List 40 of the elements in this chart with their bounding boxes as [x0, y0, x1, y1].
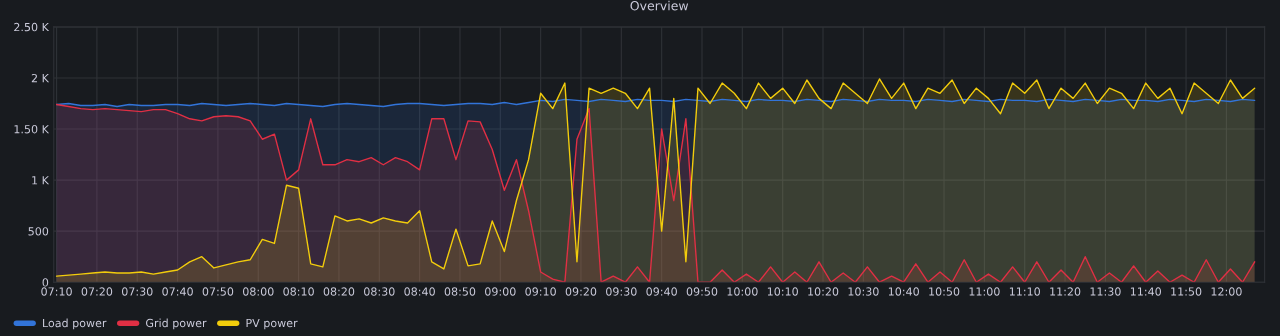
chart-title: Overview: [630, 0, 689, 11]
x-tick-label: 10:30: [848, 287, 879, 296]
x-tick-label: 07:50: [202, 287, 234, 296]
x-tick-label: 08:10: [283, 287, 314, 296]
x-tick-label: 08:30: [364, 287, 395, 296]
y-tick-label: 1 K: [32, 176, 50, 185]
x-tick-label: 08:50: [444, 287, 476, 296]
x-tick-label: 10:00: [727, 287, 758, 296]
x-tick-label: 09:10: [525, 287, 556, 296]
x-tick-label: 09:50: [686, 287, 718, 296]
x-tick-label: 09:40: [646, 287, 677, 296]
y-tick-label: 2.50 K: [14, 22, 50, 32]
y-tick-label: 1.50 K: [14, 125, 50, 134]
x-tick-label: 07:40: [162, 287, 193, 296]
x-tick-label: 11:20: [1050, 287, 1081, 296]
x-tick-label: 11:00: [969, 287, 1000, 296]
x-tick-label: 07:20: [81, 287, 113, 296]
y-tick-label: 0: [42, 278, 49, 287]
x-tick-label: 07:10: [41, 287, 72, 296]
y-tick-label: 500: [28, 227, 49, 236]
x-tick-label: 09:20: [565, 287, 597, 296]
x-tick-label: 11:30: [1090, 287, 1121, 296]
x-tick-label: 10:40: [888, 287, 919, 296]
x-tick-label: 10:20: [808, 287, 839, 296]
x-tick-label: 12:00: [1211, 287, 1242, 296]
x-tick-label: 10:50: [929, 287, 960, 296]
x-tick-label: 08:20: [323, 287, 355, 296]
x-tick-label: 08:40: [404, 287, 435, 296]
x-tick-label: 08:00: [243, 287, 274, 296]
x-tick-label: 11:40: [1130, 287, 1161, 296]
x-tick-label: 10:10: [767, 287, 798, 296]
y-tick-label: 2 K: [31, 73, 50, 83]
x-tick-label: 09:00: [485, 287, 516, 296]
legend-label: Load power: [43, 318, 107, 330]
x-tick-label: 09:30: [606, 287, 637, 296]
x-tick-label: 07:30: [121, 287, 153, 296]
x-tick-label: 11:50: [1171, 287, 1202, 296]
x-tick-label: 11:10: [1009, 287, 1040, 296]
legend-label: Grid power: [146, 318, 207, 330]
legend-label: PV power: [246, 318, 298, 330]
